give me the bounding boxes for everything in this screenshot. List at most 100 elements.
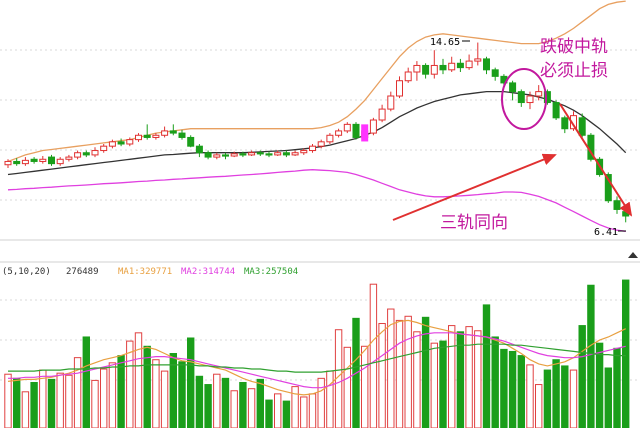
candle	[117, 138, 125, 147]
volume-bar	[430, 342, 439, 428]
candle	[578, 113, 586, 138]
volume-bar	[482, 304, 491, 428]
volume-bar	[387, 308, 395, 428]
volume-bar	[343, 346, 352, 428]
volume-bar	[30, 381, 38, 428]
upper-band	[7, 0, 626, 163]
volume-bars	[4, 279, 630, 428]
volume-bar	[134, 332, 143, 428]
candle	[491, 67, 499, 81]
volume-bar	[91, 379, 99, 428]
volume-bar	[21, 391, 30, 428]
volume-legend-ma2: MA2:314744	[181, 267, 235, 277]
candle	[82, 150, 90, 158]
bollinger-bands	[7, 0, 627, 232]
volume-bar	[543, 369, 552, 428]
volume-bar	[535, 384, 543, 428]
candle	[48, 154, 55, 166]
volume-bar	[274, 393, 282, 428]
candle	[195, 144, 203, 158]
candles	[4, 42, 630, 223]
volume-bar	[526, 364, 534, 428]
volume-bar	[552, 359, 560, 428]
candle	[178, 129, 186, 140]
volume-bar	[152, 359, 160, 428]
volume-bar	[578, 325, 586, 428]
volume-legend-ma1: MA1:329771	[118, 267, 172, 277]
candle	[517, 89, 525, 107]
volume-bar	[108, 362, 117, 428]
candle	[526, 91, 534, 110]
candle	[483, 56, 490, 75]
candle	[100, 144, 108, 153]
volume-bar	[456, 331, 465, 428]
candle	[30, 157, 38, 164]
volume-bar	[300, 396, 308, 428]
candle	[300, 148, 308, 155]
volume-bar	[595, 342, 604, 428]
candle	[256, 150, 264, 156]
volume-bar	[474, 330, 482, 428]
candle	[396, 76, 403, 99]
candle	[456, 58, 464, 72]
candle	[561, 115, 569, 134]
volume-bar	[239, 381, 247, 428]
candle	[65, 154, 73, 162]
candle	[335, 128, 343, 138]
candle	[230, 151, 238, 158]
volume-bar	[13, 377, 21, 428]
candle	[613, 196, 621, 214]
downtrend-arrow	[559, 103, 633, 217]
volume-bar	[508, 350, 517, 428]
volume-bar	[500, 348, 508, 428]
volume-bar	[561, 365, 569, 428]
candle	[108, 139, 116, 149]
volume-bar	[317, 377, 325, 428]
volume-bar	[613, 347, 621, 428]
volume-bar	[178, 361, 186, 428]
volume-bar	[604, 367, 612, 428]
candle	[135, 133, 142, 142]
candle	[378, 104, 386, 123]
volume-bar	[221, 377, 230, 428]
break-annotation-line1: 跌破中轨	[540, 37, 608, 57]
candle	[274, 150, 282, 156]
middle-band	[7, 90, 627, 176]
volume-ma1-line	[7, 319, 626, 396]
candle	[413, 61, 421, 81]
volume-bar	[47, 378, 56, 428]
volume-bar	[369, 283, 378, 428]
candle	[291, 150, 299, 156]
candle	[309, 144, 316, 153]
volume-bar	[4, 373, 12, 428]
candle	[369, 117, 377, 136]
candle	[161, 126, 169, 138]
volume-bar	[256, 378, 265, 428]
volume-ma3-line	[8, 343, 626, 373]
three-rails-annotation: 三轨同向	[440, 213, 508, 233]
candle	[126, 137, 134, 147]
candle	[535, 85, 543, 101]
candle	[282, 150, 290, 158]
candle	[91, 147, 99, 158]
candle	[352, 122, 360, 140]
candle	[204, 150, 212, 160]
volume-bar	[413, 331, 421, 428]
candle	[387, 91, 395, 112]
candle	[239, 151, 247, 158]
candle	[169, 124, 177, 136]
volume-bar	[169, 353, 178, 428]
low-price-label: 6.41	[594, 227, 618, 238]
break-circle	[501, 68, 547, 130]
candle	[39, 156, 47, 164]
volume-bar	[517, 355, 525, 428]
volume-bar	[569, 369, 578, 428]
candle	[222, 152, 229, 160]
candle	[13, 158, 21, 166]
volume-bar	[326, 370, 334, 428]
three-rails-arrow	[392, 153, 557, 221]
volume-bar	[448, 325, 456, 428]
candle	[543, 89, 551, 105]
volume-bar	[73, 357, 82, 428]
